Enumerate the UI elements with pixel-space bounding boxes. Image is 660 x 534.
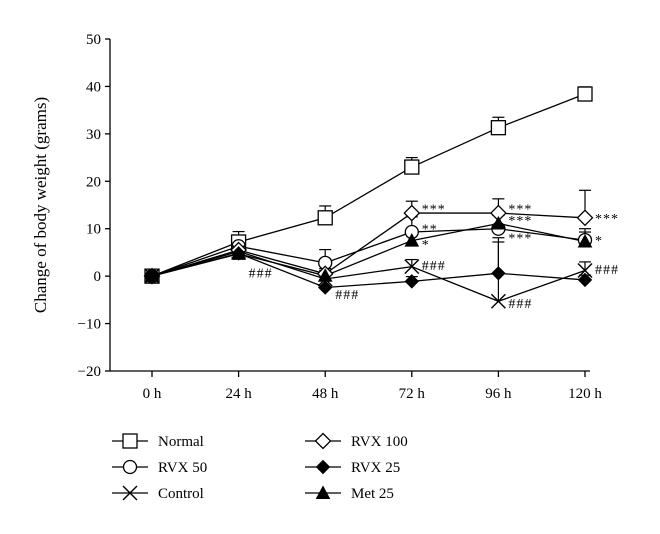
series-line <box>151 250 586 302</box>
legend-item: RVX 25 <box>305 459 400 476</box>
series-normal <box>151 86 591 277</box>
series-line <box>151 222 586 277</box>
legend-item: Met 25 <box>305 485 394 502</box>
significance-annotation: *** <box>422 202 446 217</box>
y-tick-label: 40 <box>86 79 101 95</box>
series-control <box>151 241 591 302</box>
legend-item: Control <box>112 485 204 502</box>
data-point-marker <box>404 259 420 275</box>
legend-item: Normal <box>112 433 204 450</box>
significance-annotation: ### <box>249 266 273 281</box>
significance-annotation: * <box>595 234 603 249</box>
significance-annotation: ### <box>508 297 532 312</box>
data-point-marker <box>317 210 333 226</box>
y-tick-label: 50 <box>86 32 101 48</box>
x-tick-label: 0 h <box>143 386 162 402</box>
legend-label: RVX 50 <box>158 460 207 476</box>
data-point-marker <box>315 485 331 500</box>
series-line <box>151 93 586 277</box>
cross-stroke <box>404 259 420 275</box>
cross-stroke <box>490 293 506 309</box>
significance-annotation: ** <box>422 223 438 238</box>
significance-annotation: ### <box>595 263 619 278</box>
y-tick-label: −20 <box>78 364 101 380</box>
significance-annotation: ### <box>335 288 359 303</box>
significance-annotation: ### <box>422 259 446 274</box>
legend-item: RVX 100 <box>305 432 408 450</box>
markers-met-25 <box>144 215 593 283</box>
x-tick-label: 48 h <box>312 386 339 402</box>
data-point-marker <box>577 272 593 288</box>
data-point-marker <box>317 268 333 282</box>
markers-rvx-25 <box>144 246 593 295</box>
legend-label: Normal <box>158 434 204 450</box>
x-tick-label: 96 h <box>485 386 512 402</box>
x-tick-label: 120 h <box>568 386 602 402</box>
cross-stroke <box>122 485 138 501</box>
data-point-marker <box>404 159 420 175</box>
data-point-marker <box>576 209 594 227</box>
data-point-marker <box>122 485 138 501</box>
x-tick-label: 72 h <box>399 386 426 402</box>
data-point-marker <box>490 120 507 136</box>
data-point-marker <box>491 215 506 230</box>
data-point-marker <box>404 233 420 247</box>
data-point-marker <box>491 266 506 281</box>
legend: Normal RVX 50 Control RVX 100 RVX 25 Met 25 <box>112 432 408 502</box>
data-point-marker <box>122 459 138 475</box>
significance-annotation: *** <box>508 231 532 246</box>
data-point-marker <box>577 262 593 278</box>
data-point-marker <box>122 433 138 449</box>
data-point-marker <box>317 280 333 295</box>
y-tick-label: 0 <box>94 269 102 285</box>
data-point-marker <box>403 204 421 222</box>
data-point-marker <box>404 274 420 289</box>
data-point-marker <box>577 233 593 248</box>
series-line <box>151 212 586 277</box>
data-point-marker <box>490 293 506 309</box>
y-tick-label: 10 <box>86 222 101 238</box>
data-point-marker <box>577 86 593 102</box>
y-tick-label: 30 <box>86 127 101 143</box>
y-tick-label: 20 <box>86 174 101 190</box>
significance-annotation: * <box>422 238 430 253</box>
significance-annotation: *** <box>508 202 532 217</box>
legend-item: RVX 50 <box>112 459 207 476</box>
annotations-group: ######******###*********###****### <box>249 202 619 312</box>
markers-normal <box>144 86 593 284</box>
y-axis-title: Change of body weight (grams) <box>31 97 50 313</box>
cross-stroke <box>577 262 593 278</box>
x-tick-label: 24 h <box>225 386 252 402</box>
significance-annotation: *** <box>595 212 619 227</box>
data-point-marker <box>314 432 332 450</box>
y-tick-label: −10 <box>78 317 101 333</box>
significance-annotation: *** <box>508 214 532 229</box>
axes: 50 40 30 20 10 0 −10 −20 0 h 24 h 48 h 72 h 96 h 120 … <box>31 32 602 402</box>
data-point-marker <box>144 268 160 283</box>
legend-label: RVX 25 <box>351 460 400 476</box>
legend-label: Control <box>158 486 204 502</box>
series-group <box>143 86 594 309</box>
series-line <box>151 228 586 277</box>
legend-label: Met 25 <box>351 486 394 502</box>
data-point-marker <box>231 246 246 260</box>
legend-label: RVX 100 <box>351 434 408 450</box>
data-point-marker <box>315 459 331 475</box>
